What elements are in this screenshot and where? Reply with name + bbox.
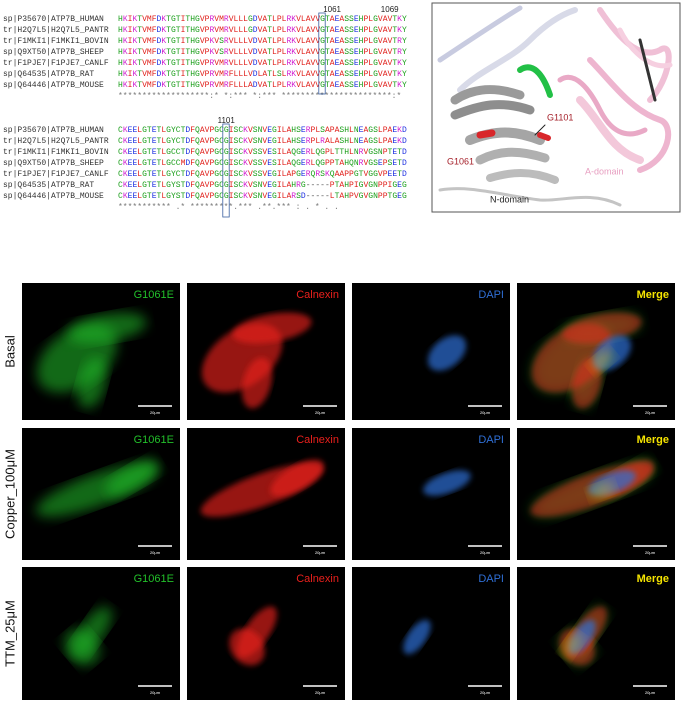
cell-signal [232, 312, 312, 344]
structure-panel [431, 2, 681, 213]
channel-label: Merge [637, 573, 669, 585]
micrograph: Calnexin 20μm [187, 428, 345, 560]
channel-label: Calnexin [296, 289, 339, 301]
alignment-block: 1101 sp|P35670|ATP7B_HUMAN CKEELGTETLGYCTD… [3, 116, 407, 218]
cell-signal [105, 459, 159, 497]
position-label: 1069 [381, 5, 399, 14]
cell-signal [590, 350, 614, 372]
sequence: CKEELGTETLGCCTDFQAVPGCGISCKVSSVESILAQGER… [118, 148, 407, 157]
micrograph: Calnexin 20μm [187, 283, 345, 420]
cell-signal [403, 619, 431, 655]
sequence: CKEELGTETLGYSTDFQAVPGCGISCKVSNVEGILAHRG-… [118, 181, 407, 190]
conservation: *******************:* *:*** *:*** ******… [118, 92, 401, 101]
cell-signal [76, 357, 108, 409]
structure-label: G1061 [447, 156, 474, 166]
scale-bar-label: 20μm [645, 690, 656, 695]
sequence: HKIKTVMFDKTGTITHGVPRVMRFLLLADVATLPLRKVLA… [118, 81, 407, 90]
cell-signal [270, 459, 324, 497]
scale-bar-label: 20μm [315, 550, 326, 555]
micrograph: DAPI 20μm [352, 283, 510, 420]
channel-label: DAPI [478, 434, 504, 446]
alignment-block: 1061 1069 sp|P35670|ATP7B_HUMAN HKIKTVMFDKT… [3, 5, 407, 101]
sequence: HKIKTVMFDKTGTITHGVPRVMRVLLLGDVATLPLRKVLA… [118, 26, 407, 35]
cell-signal [229, 628, 265, 666]
sequence-id: sp|Q64446|ATP7B_MOUSE [3, 192, 104, 201]
channel-label: G1061E [134, 434, 174, 446]
cell-signal [241, 357, 273, 409]
sequence: CKEELGTETLGYCTDFQAVPGCGISCKVSSVEGILAPGER… [118, 170, 407, 179]
sequence: HKIKTVMFDKTGTITHGVPKVSRVLLLVDVATLPLRKVLA… [118, 37, 407, 46]
micrograph: G1061E 20μm [22, 283, 180, 420]
scale-bar-label: 20μm [150, 410, 161, 415]
cell-signal [427, 335, 467, 371]
channel-label: Merge [637, 289, 669, 301]
channel-label: DAPI [478, 573, 504, 585]
scale-bar-label: 20μm [150, 690, 161, 695]
channel-label: Calnexin [296, 434, 339, 446]
channel-label: G1061E [134, 573, 174, 585]
sequence-id: tr|F1MKI1|F1MKI1_BOVIN [3, 37, 109, 46]
sequence-id: sp|Q64535|ATP7B_RAT [3, 70, 94, 79]
cell-signal [561, 632, 583, 658]
micrograph-bg [352, 567, 510, 700]
structure-label: N-domain [490, 194, 529, 204]
scale-bar-label: 20μm [645, 550, 656, 555]
sequence: CKEELGTETLGCCMDFQAVPGCGISCKVSSVESILAQGER… [118, 159, 407, 168]
sequence: CKEELGTETLGYCTDFQAVPGCGISCKVSNVEGILAHSER… [118, 126, 407, 135]
micrograph: DAPI 20μm [352, 567, 510, 700]
channel-label: DAPI [478, 289, 504, 301]
scale-bar-label: 20μm [645, 410, 656, 415]
cell-signal [423, 470, 471, 496]
condition-label: Copper_100μM [2, 449, 17, 539]
column-box [318, 12, 326, 95]
condition-label: TTM_25μM [2, 600, 17, 667]
micrograph: Merge 20μm [517, 428, 675, 560]
cell-signal [67, 312, 147, 344]
micrograph: DAPI 20μm [352, 428, 510, 560]
sequence-id: sp|Q9XT50|ATP7B_SHEEP [3, 48, 104, 57]
cell-signal [64, 628, 100, 666]
scale-bar-label: 20μm [480, 690, 491, 695]
sequence: HKIKTVMFDKTGTITHGVPRVMRVLLLVDVATLPLRKVLA… [118, 59, 407, 68]
channel-label: Merge [637, 434, 669, 446]
sequence-id: sp|Q9XT50|ATP7B_SHEEP [3, 159, 104, 168]
column-box [222, 123, 230, 218]
sequence: CKEELGTETLGYSTDFQAVPGCGISCKVSNVEGILARSD-… [118, 192, 407, 201]
conservation: *********** .* *********.*** .**.*** : .… [118, 203, 339, 212]
micrograph: Calnexin 20μm [187, 567, 345, 700]
sequence: CKEELGTETLGYCTDFQAVPGCGISCKVSNVEGILAHSER… [118, 137, 407, 146]
scale-bar-label: 20μm [150, 550, 161, 555]
sequence-id: tr|F1PJE7|F1PJE7_CANLF [3, 170, 109, 179]
sequence-id: sp|P35670|ATP7B_HUMAN [3, 126, 104, 135]
structure-label: A-domain [585, 166, 624, 176]
micrograph: G1061E 20μm [22, 428, 180, 560]
micrograph: Merge 20μm [517, 567, 675, 700]
scale-bar-label: 20μm [480, 550, 491, 555]
micrograph: Merge 20μm [517, 283, 675, 420]
sequence-id: tr|F1PJE7|F1PJE7_CANLF [3, 59, 109, 68]
sequence-id: tr|F1MKI1|F1MKI1_BOVIN [3, 148, 109, 157]
position-label: 1061 [323, 5, 341, 14]
scale-bar-label: 20μm [480, 410, 491, 415]
channel-label: G1061E [134, 289, 174, 301]
cell-signal [588, 482, 616, 500]
sequence-id: tr|H2Q7L5|H2Q7L5_PANTR [3, 137, 109, 146]
sequence: HKIKTVMFDKTGTITHGVPKVSRVLLLVDVATLPLRKVLA… [118, 48, 407, 57]
sequence: HKIKTVMFDKTGTITHGVPRVMRFLLLVDLATLSLRKVLA… [118, 70, 407, 79]
micrograph: G1061E 20μm [22, 567, 180, 700]
position-label: 1101 [218, 116, 236, 125]
sequence-id: sp|Q64446|ATP7B_MOUSE [3, 81, 104, 90]
sequence-id: sp|Q64535|ATP7B_RAT [3, 181, 94, 190]
condition-label: Basal [2, 335, 17, 368]
ribbons [437, 5, 673, 207]
channel-label: Calnexin [296, 573, 339, 585]
scale-bar-label: 20μm [315, 690, 326, 695]
sequence: HKIKTVMFDKTGTITHGVPRVMRVLLLGDVATLPLRKVLA… [118, 15, 407, 24]
structure-label: G1101 [547, 112, 573, 122]
scale-bar-label: 20μm [315, 410, 326, 415]
sequence-id: sp|P35670|ATP7B_HUMAN [3, 15, 104, 24]
sequence-id: tr|H2Q7L5|H2Q7L5_PANTR [3, 26, 109, 35]
